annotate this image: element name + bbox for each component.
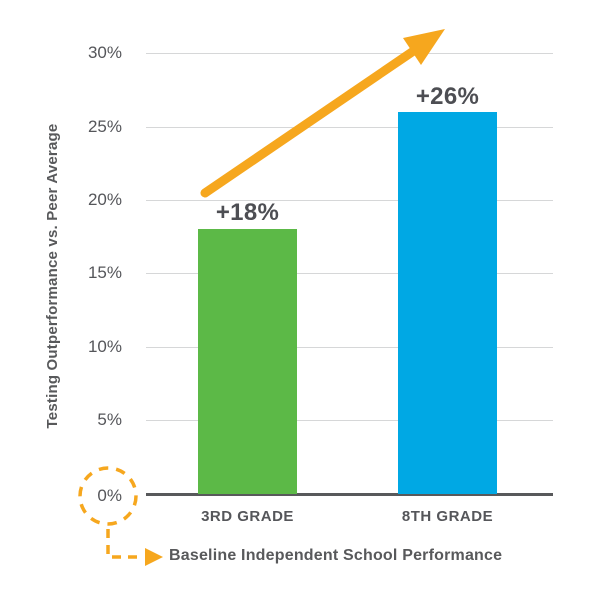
value-label-3rd-grade: +18%	[215, 199, 280, 226]
y-tick-10: 10%	[87, 337, 122, 356]
category-label-3rd-grade: 3RD GRADE	[201, 508, 294, 525]
baseline-annotation-label: Baseline Independent School Performance	[169, 547, 503, 564]
category-label-8th-grade: 8TH GRADE	[401, 508, 494, 525]
gridline-10	[146, 347, 553, 348]
y-tick-30: 30%	[87, 43, 122, 62]
y-tick-5: 5%	[97, 410, 122, 429]
value-label-8th-grade: +26%	[415, 83, 480, 110]
bar-3rd-grade	[198, 229, 297, 494]
baseline-dashed-connector	[106, 529, 139, 559]
gridline-15	[146, 273, 553, 274]
bar-8th-grade	[398, 112, 497, 494]
baseline-pointer-triangle-icon	[145, 548, 163, 566]
gridline-5	[146, 420, 553, 421]
gridline-30	[146, 53, 553, 54]
x-axis-baseline	[146, 493, 553, 496]
y-tick-0: 0%	[97, 486, 122, 505]
y-tick-25: 25%	[87, 117, 122, 136]
y-tick-20: 20%	[87, 190, 122, 209]
gridline-20	[146, 200, 553, 201]
y-tick-15: 15%	[87, 263, 122, 282]
